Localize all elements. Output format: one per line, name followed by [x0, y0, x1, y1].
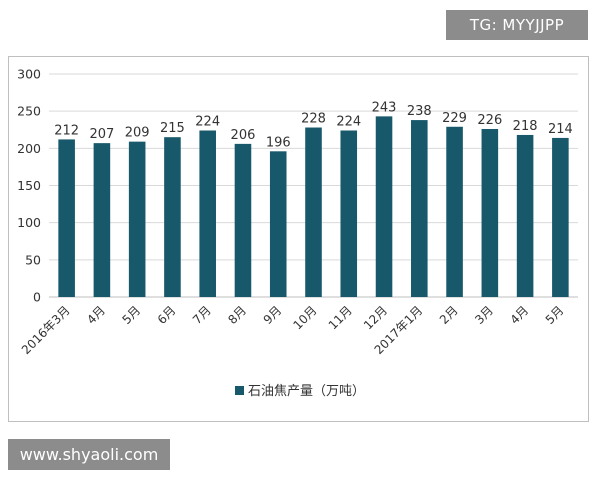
x-tick-label: 9月	[261, 303, 285, 327]
legend-swatch	[235, 386, 244, 395]
data-label: 212	[54, 123, 79, 138]
x-tick-label: 7月	[190, 303, 214, 327]
data-label: 229	[442, 111, 467, 126]
bar	[128, 141, 146, 297]
data-label: 238	[407, 104, 432, 119]
x-tick-label: 2月	[437, 303, 461, 327]
bar	[340, 130, 358, 297]
x-tick-label: 8月	[225, 303, 249, 327]
x-tick-label: 11月	[326, 303, 355, 332]
y-tick-label: 100	[17, 215, 41, 230]
data-label: 228	[301, 112, 326, 127]
y-tick-label: 200	[17, 141, 41, 156]
bar	[93, 143, 111, 297]
data-label: 226	[477, 113, 502, 128]
bar	[199, 130, 216, 297]
watermark-top: TG: MYYJJPP	[446, 10, 588, 40]
data-label: 207	[89, 127, 114, 142]
x-tick-label: 4月	[84, 303, 108, 327]
bar	[552, 137, 569, 297]
bar	[411, 120, 428, 297]
bar	[58, 139, 75, 297]
data-label: 214	[548, 122, 573, 137]
chart-svg: 0 50 100 150 200 250 300 212 2016年3月 207 4月 209 5月 21…	[17, 67, 578, 399]
bar	[305, 127, 322, 298]
x-tick-label: 6月	[155, 303, 179, 327]
legend-label: 石油焦产量（万吨）	[248, 384, 365, 399]
x-tick-label: 4月	[507, 303, 531, 327]
bar	[516, 134, 534, 297]
bar	[164, 137, 181, 297]
data-label: 224	[336, 114, 361, 129]
x-tick-label: 5月	[543, 303, 567, 327]
bar	[375, 116, 393, 297]
y-tick-label: 150	[17, 178, 41, 193]
y-tick-label: 0	[33, 290, 41, 305]
bar	[234, 143, 252, 297]
y-tick-label: 50	[25, 252, 41, 267]
bar	[269, 151, 287, 297]
chart-frame: 0 50 100 150 200 250 300 212 2016年3月 207 4月 209 5月 21…	[8, 56, 589, 422]
data-label: 218	[513, 119, 538, 134]
data-label: 215	[160, 121, 185, 136]
x-tick-label: 10月	[290, 303, 319, 332]
bar	[481, 129, 499, 297]
x-tick-label: 5月	[120, 303, 144, 327]
x-tick-label: 12月	[361, 303, 390, 332]
watermark-bottom: www.shyaoli.com	[8, 439, 170, 470]
data-label: 196	[266, 135, 291, 150]
data-label: 209	[125, 126, 150, 141]
x-tick-label: 3月	[472, 303, 496, 327]
y-tick-label: 250	[17, 104, 41, 119]
data-label: 243	[372, 100, 397, 115]
bar	[446, 126, 463, 297]
x-tick-label: 2016年3月	[19, 303, 73, 357]
data-label: 224	[195, 114, 220, 129]
y-tick-label: 300	[17, 67, 41, 82]
data-label: 206	[231, 128, 256, 143]
